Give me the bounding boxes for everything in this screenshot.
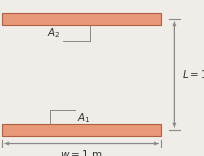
Text: $L = 1$ m: $L = 1$ m: [182, 68, 204, 80]
Bar: [2, 13, 161, 25]
Bar: [2, 124, 161, 136]
Text: $w = 1$ m: $w = 1$ m: [60, 148, 103, 156]
Text: $A_2$: $A_2$: [47, 26, 60, 40]
Text: $A_1$: $A_1$: [77, 111, 91, 124]
